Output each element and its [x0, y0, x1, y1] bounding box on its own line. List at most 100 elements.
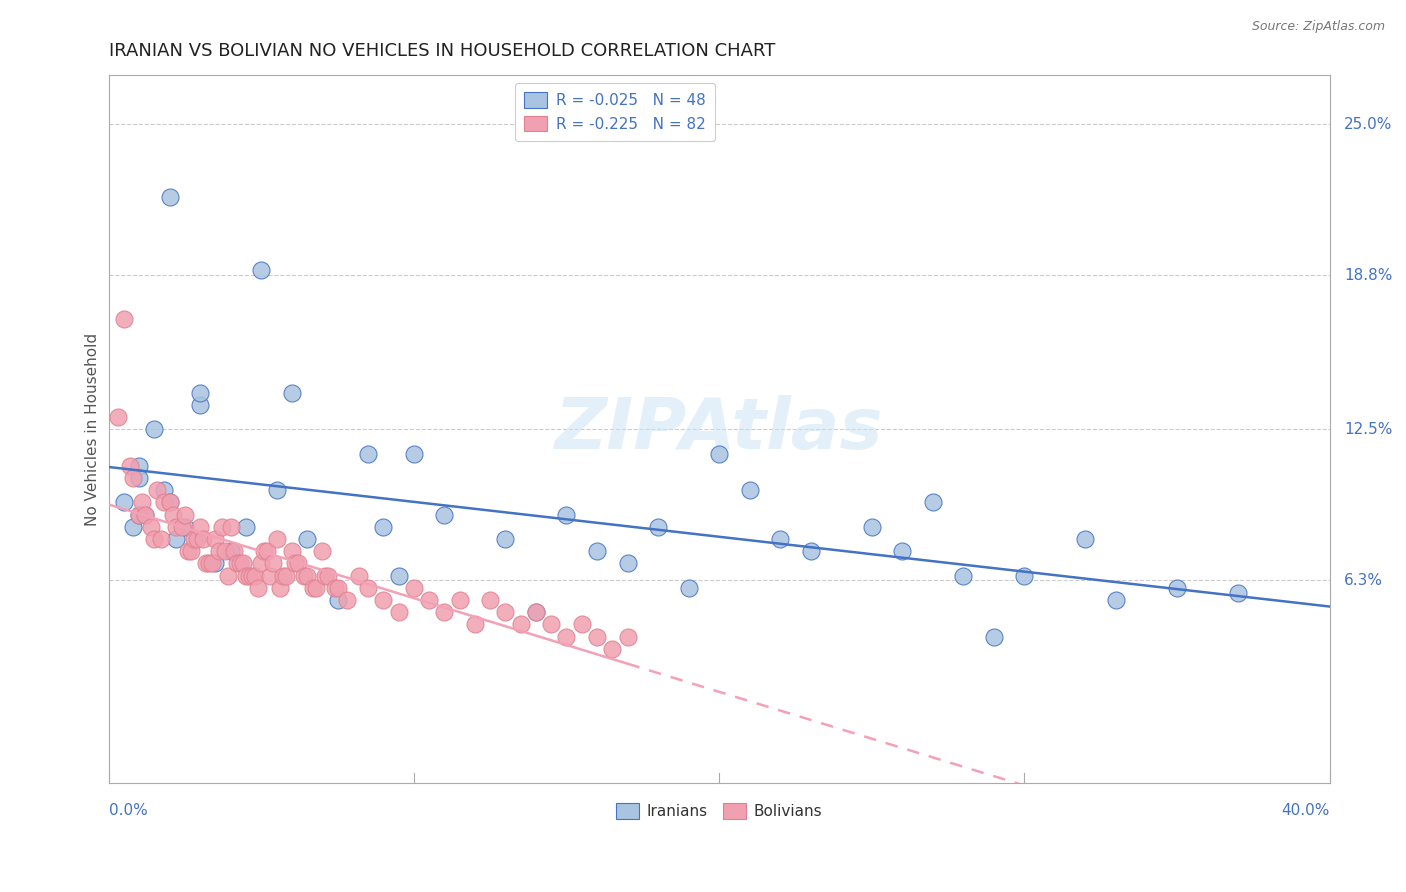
Point	[323, 581, 346, 595]
Point	[222, 544, 245, 558]
Point	[295, 568, 318, 582]
Point	[952, 568, 974, 582]
Text: Source: ZipAtlas.com: Source: ZipAtlas.com	[1251, 20, 1385, 33]
Point	[494, 605, 516, 619]
Point	[141, 520, 163, 534]
Point	[616, 630, 638, 644]
Point	[891, 544, 914, 558]
Point	[326, 593, 349, 607]
Text: 18.8%: 18.8%	[1344, 268, 1392, 283]
Point	[387, 568, 409, 582]
Point	[183, 532, 205, 546]
Point	[250, 263, 273, 277]
Point	[274, 568, 297, 582]
Point	[387, 605, 409, 619]
Point	[162, 508, 184, 522]
Text: 0.0%: 0.0%	[108, 803, 148, 818]
Point	[165, 520, 187, 534]
Point	[373, 520, 395, 534]
Text: ZIPAtlas: ZIPAtlas	[555, 394, 883, 464]
Point	[449, 593, 471, 607]
Point	[152, 495, 174, 509]
Point	[921, 495, 943, 509]
Point	[524, 605, 547, 619]
Point	[211, 520, 233, 534]
Text: IRANIAN VS BOLIVIAN NO VEHICLES IN HOUSEHOLD CORRELATION CHART: IRANIAN VS BOLIVIAN NO VEHICLES IN HOUSE…	[108, 42, 775, 60]
Point	[256, 544, 278, 558]
Point	[235, 520, 257, 534]
Point	[243, 568, 266, 582]
Point	[314, 568, 336, 582]
Point	[433, 508, 456, 522]
Point	[112, 312, 135, 326]
Point	[198, 557, 221, 571]
Point	[281, 544, 304, 558]
Point	[128, 471, 150, 485]
Point	[860, 520, 883, 534]
Point	[217, 568, 239, 582]
Point	[118, 458, 141, 473]
Point	[240, 568, 263, 582]
Point	[1074, 532, 1097, 546]
Point	[616, 557, 638, 571]
Point	[174, 508, 197, 522]
Point	[983, 630, 1005, 644]
Point	[186, 532, 208, 546]
Point	[555, 630, 578, 644]
Point	[266, 532, 288, 546]
Point	[678, 581, 700, 595]
Text: 25.0%: 25.0%	[1344, 117, 1392, 131]
Point	[134, 508, 156, 522]
Point	[326, 581, 349, 595]
Point	[373, 593, 395, 607]
Point	[1166, 581, 1188, 595]
Point	[318, 568, 340, 582]
Point	[131, 495, 153, 509]
Point	[707, 446, 730, 460]
Point	[271, 568, 294, 582]
Point	[188, 520, 211, 534]
Point	[262, 557, 284, 571]
Point	[357, 446, 380, 460]
Point	[165, 532, 187, 546]
Point	[180, 544, 202, 558]
Point	[259, 568, 281, 582]
Point	[159, 190, 181, 204]
Point	[336, 593, 359, 607]
Point	[287, 557, 309, 571]
Point	[1226, 585, 1249, 599]
Point	[247, 581, 270, 595]
Point	[159, 495, 181, 509]
Legend: Iranians, Bolivians: Iranians, Bolivians	[610, 797, 828, 825]
Text: 40.0%: 40.0%	[1281, 803, 1330, 818]
Point	[494, 532, 516, 546]
Point	[143, 532, 166, 546]
Point	[555, 508, 578, 522]
Point	[204, 557, 226, 571]
Point	[418, 593, 440, 607]
Point	[347, 568, 370, 582]
Point	[195, 557, 218, 571]
Point	[269, 581, 291, 595]
Point	[107, 409, 129, 424]
Point	[170, 520, 193, 534]
Point	[229, 557, 252, 571]
Point	[235, 568, 257, 582]
Point	[159, 495, 181, 509]
Point	[149, 532, 172, 546]
Point	[250, 557, 273, 571]
Point	[357, 581, 380, 595]
Point	[146, 483, 169, 497]
Point	[219, 520, 242, 534]
Point	[571, 617, 593, 632]
Point	[1014, 568, 1036, 582]
Point	[1105, 593, 1128, 607]
Point	[174, 520, 197, 534]
Point	[305, 581, 328, 595]
Point	[586, 630, 609, 644]
Point	[188, 385, 211, 400]
Point	[238, 568, 260, 582]
Point	[586, 544, 609, 558]
Point	[128, 508, 150, 522]
Point	[524, 605, 547, 619]
